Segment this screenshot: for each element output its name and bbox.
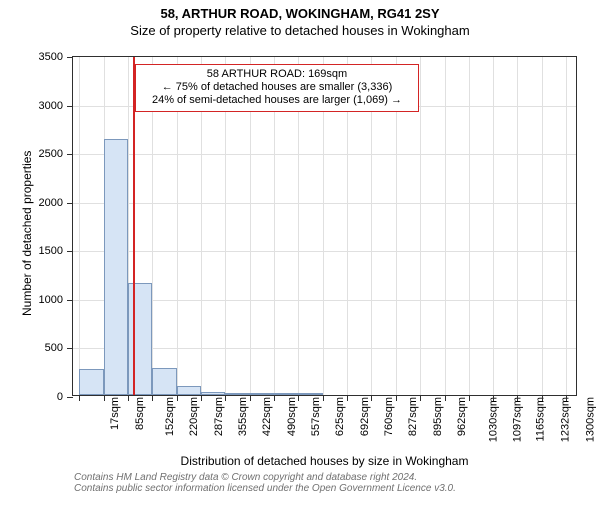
xtick-mark (128, 395, 129, 401)
xtick-label: 1097sqm (505, 397, 523, 442)
xtick-mark (250, 395, 251, 401)
xtick-mark (371, 395, 372, 401)
xtick-mark (445, 395, 446, 401)
xtick-label: 422sqm (255, 397, 273, 436)
xtick-label: 760sqm (377, 397, 395, 436)
xtick-mark (493, 395, 494, 401)
xtick-mark (469, 395, 470, 401)
annotation-line-3: 24% of semi-detached houses are larger (… (142, 94, 412, 107)
xtick-label: 287sqm (207, 397, 225, 436)
xtick-mark (396, 395, 397, 401)
ytick-label: 2000 (39, 197, 73, 209)
ytick-label: 1000 (39, 294, 73, 306)
histogram-bar (274, 393, 299, 395)
gridline-v (445, 57, 446, 395)
histogram-bar (152, 368, 176, 395)
histogram-bar (104, 139, 128, 395)
histogram-bar (201, 392, 225, 395)
xtick-mark (517, 395, 518, 401)
gridline-h (73, 154, 576, 155)
histogram-bar (79, 369, 104, 395)
ytick-label: 1500 (39, 245, 73, 257)
page-title-line1: 58, ARTHUR ROAD, WOKINGHAM, RG41 2SY (0, 6, 600, 21)
xtick-mark (274, 395, 275, 401)
xtick-label: 625sqm (329, 397, 347, 436)
xtick-label: 17sqm (103, 397, 121, 430)
xtick-mark (152, 395, 153, 401)
marker-annotation: 58 ARTHUR ROAD: 169sqm ← 75% of detached… (135, 64, 419, 112)
x-axis-label: Distribution of detached houses by size … (72, 454, 577, 468)
xtick-mark (298, 395, 299, 401)
xtick-label: 827sqm (401, 397, 419, 436)
gridline-v (420, 57, 421, 395)
xtick-mark (566, 395, 567, 401)
gridline-v (493, 57, 494, 395)
xtick-label: 152sqm (158, 397, 176, 436)
xtick-mark (542, 395, 543, 401)
gridline-v (517, 57, 518, 395)
histogram-bar (250, 393, 274, 395)
xtick-mark (323, 395, 324, 401)
gridline-h (73, 251, 576, 252)
ytick-label: 500 (45, 342, 73, 354)
ytick-label: 0 (57, 391, 73, 403)
annotation-line-1: 58 ARTHUR ROAD: 169sqm (142, 68, 412, 81)
page-title-line2: Size of property relative to detached ho… (0, 23, 600, 38)
footer-line-2: Contains public sector information licen… (74, 483, 456, 494)
attribution-footer: Contains HM Land Registry data © Crown c… (74, 472, 456, 494)
xtick-label: 692sqm (353, 397, 371, 436)
histogram-bar (128, 283, 153, 395)
annotation-line-2: ← 75% of detached houses are smaller (3,… (142, 81, 412, 94)
xtick-label: 85sqm (128, 397, 146, 430)
xtick-mark (420, 395, 421, 401)
xtick-label: 490sqm (280, 397, 298, 436)
xtick-label: 1300sqm (578, 397, 596, 442)
xtick-mark (225, 395, 226, 401)
gridline-v (469, 57, 470, 395)
xtick-label: 557sqm (304, 397, 322, 436)
ytick-label: 2500 (39, 148, 73, 160)
xtick-mark (79, 395, 80, 401)
y-axis-label: Number of detached properties (20, 151, 34, 316)
xtick-label: 220sqm (182, 397, 200, 436)
footer-line-1: Contains HM Land Registry data © Crown c… (74, 472, 456, 483)
xtick-mark (104, 395, 105, 401)
gridline-h (73, 203, 576, 204)
ytick-label: 3500 (39, 51, 73, 63)
xtick-label: 962sqm (450, 397, 468, 436)
ytick-label: 3000 (39, 100, 73, 112)
xtick-mark (177, 395, 178, 401)
xtick-label: 1232sqm (554, 397, 572, 442)
xtick-label: 355sqm (231, 397, 249, 436)
histogram-bar (225, 393, 250, 395)
histogram-bar (298, 393, 322, 395)
xtick-mark (347, 395, 348, 401)
xtick-label: 895sqm (426, 397, 444, 436)
histogram-bar (177, 386, 202, 395)
xtick-mark (201, 395, 202, 401)
xtick-label: 1165sqm (529, 397, 547, 441)
gridline-v (566, 57, 567, 395)
gridline-v (542, 57, 543, 395)
xtick-label: 1030sqm (481, 397, 499, 442)
gridline-v (79, 57, 80, 395)
